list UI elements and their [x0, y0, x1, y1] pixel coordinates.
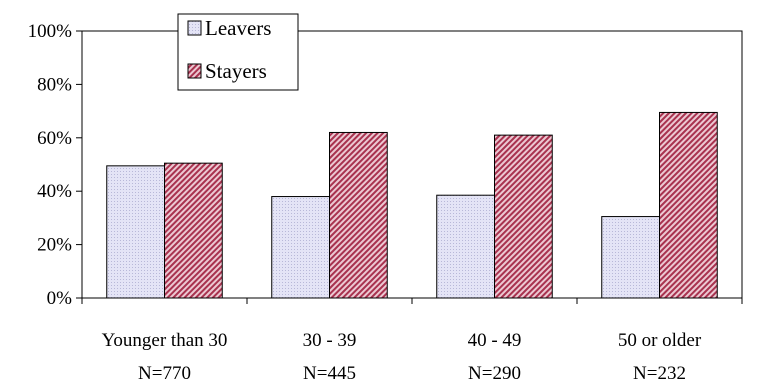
- y-tick-label: 100%: [28, 21, 73, 42]
- bar-leavers-1: [106, 165, 165, 299]
- x-category-count: N=770: [138, 363, 191, 384]
- x-category-label: 50 or older: [618, 330, 702, 351]
- bar-stayers-2: [329, 131, 388, 299]
- bars: [106, 111, 718, 299]
- y-tick-label: 60%: [37, 128, 72, 149]
- x-category-count: N=232: [633, 363, 686, 384]
- legend-swatch-leavers: [187, 20, 202, 36]
- x-category-count: N=290: [468, 363, 521, 384]
- legend-label-stayers: Stayers: [205, 59, 267, 83]
- bar-leavers-2: [271, 196, 330, 299]
- bar-leavers-4: [601, 216, 660, 299]
- bar-stayers-4: [659, 111, 718, 299]
- x-category-label: Younger than 30: [102, 330, 228, 351]
- bar-stayers-1: [164, 162, 223, 299]
- x-category-count: N=445: [303, 363, 356, 384]
- legend-swatch-stayers: [187, 63, 202, 79]
- y-tick-label: 80%: [37, 74, 72, 95]
- y-tick-label: 40%: [37, 181, 72, 202]
- x-category-label: 30 - 39: [303, 330, 357, 351]
- y-tick-label: 0%: [47, 288, 73, 309]
- bar-stayers-3: [494, 134, 553, 299]
- x-axis: Younger than 30 N=770 30 - 39 N=445 40 - 49 N…: [81, 298, 743, 384]
- legend-label-leavers: Leavers: [205, 16, 271, 40]
- legend: Leavers Stayers: [177, 13, 299, 91]
- x-category-label: 40 - 49: [468, 330, 522, 351]
- bar-leavers-3: [436, 194, 495, 299]
- y-tick-label: 20%: [37, 235, 72, 256]
- y-axis: 0% 20% 40% 60% 80% 100%: [28, 21, 82, 309]
